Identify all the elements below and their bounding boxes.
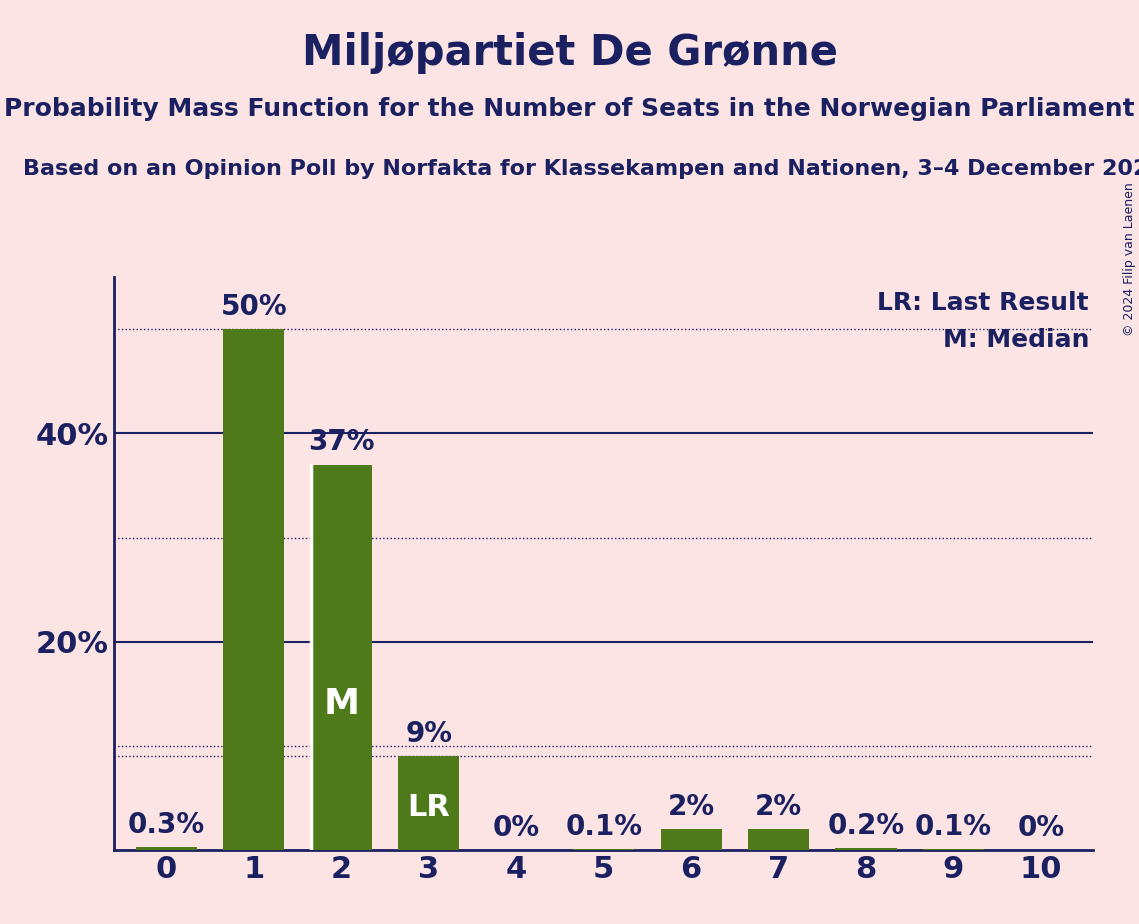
Text: Probability Mass Function for the Number of Seats in the Norwegian Parliament: Probability Mass Function for the Number…	[5, 97, 1134, 121]
Bar	[923, 849, 984, 850]
Text: M: Median: M: Median	[943, 328, 1089, 352]
Text: 0%: 0%	[493, 814, 540, 842]
Text: © 2024 Filip van Laenen: © 2024 Filip van Laenen	[1123, 182, 1137, 335]
Text: 0.3%: 0.3%	[128, 810, 205, 839]
Text: 50%: 50%	[221, 293, 287, 321]
Text: Based on an Opinion Poll by Norfakta for Klassekampen and Nationen, 3–4 December: Based on an Opinion Poll by Norfakta for…	[23, 159, 1139, 179]
Bar	[311, 465, 372, 850]
Text: 0%: 0%	[1017, 814, 1065, 842]
Text: M: M	[323, 687, 359, 721]
Bar	[223, 329, 285, 850]
Bar	[748, 829, 809, 850]
Text: 0.2%: 0.2%	[828, 811, 904, 840]
Text: Miljøpartiet De Grønne: Miljøpartiet De Grønne	[302, 32, 837, 74]
Text: 9%: 9%	[405, 720, 452, 748]
Text: 0.1%: 0.1%	[915, 813, 992, 841]
Text: 2%: 2%	[755, 793, 802, 821]
Text: 37%: 37%	[308, 429, 375, 456]
Text: LR: Last Result: LR: Last Result	[877, 291, 1089, 315]
Bar	[136, 847, 197, 850]
Bar	[835, 848, 896, 850]
Bar	[399, 757, 459, 850]
Bar	[661, 829, 722, 850]
Text: 2%: 2%	[667, 793, 714, 821]
Text: LR: LR	[408, 794, 450, 822]
Text: 0.1%: 0.1%	[565, 813, 642, 841]
Bar	[573, 849, 634, 850]
